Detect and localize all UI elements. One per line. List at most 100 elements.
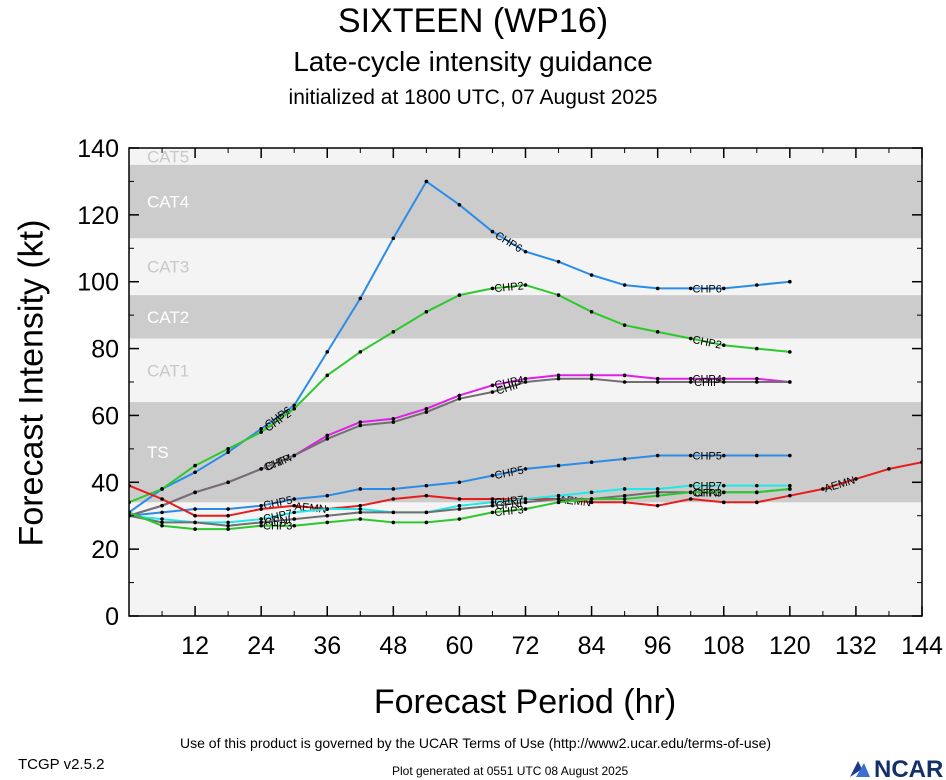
- series-point-chp4: [523, 376, 528, 381]
- chart-subtitle: Late-cycle intensity guidance: [293, 46, 653, 77]
- series-point-chp3: [754, 490, 759, 495]
- y-axis-label: Forecast Intensity (kt): [12, 219, 51, 547]
- series-label-gfni: GFNI: [694, 487, 720, 499]
- series-label-chp7: CHP7: [693, 481, 722, 493]
- series-point-chp2: [358, 350, 363, 354]
- series-point-chip: [391, 420, 396, 424]
- terms-of-use-notice: Use of this product is governed by the U…: [180, 735, 772, 751]
- series-point-chp5: [391, 487, 396, 491]
- series-point-chp4: [655, 376, 660, 381]
- series-point-aemn: [292, 503, 297, 508]
- series-point-chip: [160, 503, 164, 508]
- series-point-chp2: [391, 330, 396, 334]
- series-point-chip: [490, 390, 495, 394]
- initialization-line: initialized at 1800 UTC, 07 August 2025: [288, 86, 658, 109]
- series-point-chp2: [259, 430, 263, 434]
- series-point-gfni: [259, 520, 263, 525]
- series-point-chp6: [391, 236, 396, 241]
- series-point-aemn: [490, 497, 495, 501]
- y-tick-label: 120: [77, 202, 119, 230]
- series-point-aemn: [655, 503, 660, 508]
- series-point-aemn: [622, 500, 627, 505]
- series-point-chp3: [457, 517, 462, 521]
- series-point-chp5: [292, 497, 297, 501]
- series-point-chp3: [490, 510, 495, 515]
- series-point-chp4: [622, 373, 627, 378]
- series-point-chp3: [523, 507, 528, 511]
- series-point-chp6: [490, 229, 495, 234]
- series-label-aemn: AEMN: [559, 494, 592, 509]
- series-point-chip: [721, 380, 726, 384]
- band-cat2: [129, 295, 922, 339]
- series-point-chp4: [325, 433, 330, 438]
- series-point-chp2: [655, 330, 660, 334]
- series-point-aemn: [754, 500, 759, 505]
- series-point-chp2: [457, 293, 462, 297]
- series-point-chp3: [688, 490, 693, 495]
- y-tick-label: 100: [77, 269, 119, 297]
- series-point-chp3: [424, 520, 429, 525]
- series-point-chp6: [589, 273, 594, 277]
- series-point-chp4: [688, 376, 693, 381]
- series-point-chp6: [688, 286, 693, 291]
- band-label-cat5: CAT5: [147, 147, 189, 166]
- series-point-chp4: [721, 376, 726, 381]
- series-point-chp6: [325, 350, 330, 354]
- ncar-logo-text: NCAR: [874, 756, 943, 780]
- series-point-chip: [556, 376, 561, 381]
- series-point-chp2: [721, 343, 726, 348]
- series-point-chp7: [490, 500, 495, 505]
- series-point-aemn: [788, 493, 792, 498]
- series-point-aemn: [193, 513, 197, 518]
- series-point-chp5: [655, 453, 660, 458]
- x-tick-label: 132: [835, 632, 877, 660]
- series-label-chp4: CHP4: [494, 374, 525, 392]
- series-point-chp6: [754, 283, 759, 287]
- series-point-chip: [655, 380, 660, 384]
- series-point-chp7: [622, 487, 627, 491]
- series-point-chp6: [292, 403, 297, 408]
- band-label-cat2: CAT2: [147, 308, 189, 327]
- series-point-chip: [688, 380, 693, 384]
- series-point-chp6: [556, 259, 561, 264]
- series-point-gfni: [391, 510, 396, 515]
- series-point-aemn: [589, 500, 594, 505]
- band-below-ts: [129, 502, 922, 616]
- series-point-chp3: [160, 523, 164, 528]
- series-point-chp2: [160, 487, 164, 491]
- series-point-chp2: [424, 310, 429, 314]
- series-point-chp2: [589, 310, 594, 314]
- series-point-aemn: [259, 507, 263, 511]
- band-label-cat1: CAT1: [147, 361, 189, 380]
- series-point-chp7: [226, 520, 230, 525]
- series-label-chp6: CHP6: [693, 283, 722, 295]
- series-point-chp3: [655, 493, 660, 498]
- x-tick-label: 72: [512, 632, 540, 660]
- series-point-chip: [358, 423, 363, 428]
- series-point-chp5: [457, 480, 462, 485]
- series-point-chp7: [523, 497, 528, 501]
- series-point-chp5: [193, 507, 197, 511]
- series-point-chip: [788, 380, 792, 384]
- series-point-chp2: [490, 286, 495, 291]
- series-point-chp2: [226, 447, 230, 451]
- series-point-chp3: [556, 500, 561, 505]
- series-label-chp3: CHP3: [494, 504, 524, 519]
- series-point-chp2: [754, 346, 759, 351]
- series-point-chp3: [325, 520, 330, 525]
- series-point-chip: [424, 410, 429, 414]
- series-point-gfni: [457, 507, 462, 511]
- series-point-chp6: [424, 179, 429, 184]
- series-point-chp7: [325, 507, 330, 511]
- series-point-gfni: [622, 493, 627, 498]
- series-point-gfni: [226, 523, 230, 528]
- x-tick-label: 24: [247, 632, 275, 660]
- series-label-chp5: CHP5: [494, 464, 525, 482]
- series-point-gfni: [160, 520, 164, 525]
- series-point-chp3: [358, 517, 363, 521]
- series-point-aemn: [358, 503, 363, 508]
- series-point-chp5: [556, 463, 561, 468]
- series-point-chp5: [226, 507, 230, 511]
- series-point-chp7: [358, 507, 363, 511]
